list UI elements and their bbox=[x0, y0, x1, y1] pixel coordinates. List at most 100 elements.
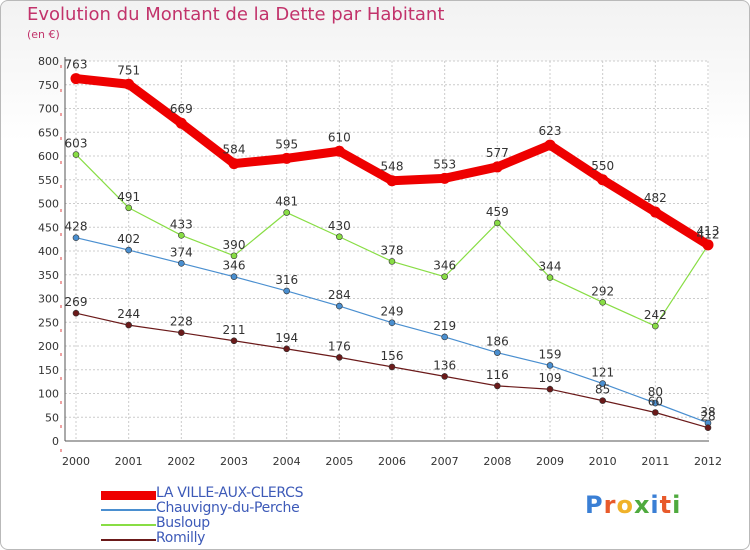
data-label: 433 bbox=[170, 217, 193, 231]
data-label: 374 bbox=[170, 245, 193, 259]
data-label: 412 bbox=[697, 227, 720, 241]
data-label: 751 bbox=[117, 63, 140, 77]
legend-label: Chauvigny-du-Perche bbox=[156, 500, 300, 516]
data-point bbox=[441, 373, 448, 380]
logo-letter: r bbox=[603, 491, 617, 519]
y-tick-label: 200 bbox=[38, 340, 59, 353]
data-label: 186 bbox=[486, 335, 509, 349]
data-point bbox=[281, 152, 293, 164]
data-labels: 4284023743463162842492191861591218038603… bbox=[65, 58, 720, 424]
data-label: 346 bbox=[433, 259, 456, 273]
data-point bbox=[388, 363, 396, 371]
data-point bbox=[702, 239, 714, 251]
y-tick-label: 550 bbox=[38, 174, 59, 187]
data-label: 584 bbox=[223, 143, 246, 157]
data-label: 430 bbox=[328, 219, 351, 233]
data-point bbox=[283, 345, 290, 353]
data-point bbox=[597, 174, 609, 186]
data-point bbox=[125, 246, 132, 254]
data-point bbox=[125, 321, 132, 329]
data-label: 378 bbox=[381, 243, 404, 257]
logo-letter: t bbox=[659, 491, 673, 519]
data-point bbox=[652, 409, 659, 416]
data-label: 269 bbox=[65, 295, 88, 309]
data-label: 481 bbox=[275, 195, 298, 209]
data-label: 159 bbox=[539, 347, 562, 361]
x-tick-label: 2002 bbox=[167, 455, 195, 468]
x-tick-label: 2009 bbox=[536, 455, 564, 468]
y-tick-label: 50 bbox=[45, 411, 59, 424]
data-point bbox=[178, 232, 185, 239]
data-point bbox=[652, 399, 659, 407]
data-label: 344 bbox=[539, 260, 562, 274]
data-label: 491 bbox=[117, 190, 140, 204]
data-label: 38 bbox=[700, 405, 715, 419]
data-label: 459 bbox=[486, 205, 509, 219]
data-point bbox=[283, 209, 290, 216]
data-label: 219 bbox=[433, 319, 456, 333]
proxiti-logo: Proxiti bbox=[585, 491, 681, 519]
x-tick-label: 2001 bbox=[115, 455, 143, 468]
data-label: 228 bbox=[170, 315, 193, 329]
data-label: 610 bbox=[328, 130, 351, 144]
data-point bbox=[336, 233, 343, 241]
y-tick-label: 600 bbox=[38, 150, 59, 163]
data-point bbox=[125, 204, 132, 212]
data-label: 603 bbox=[65, 137, 88, 151]
y-tick-label: 700 bbox=[38, 103, 59, 116]
data-label: 763 bbox=[65, 58, 88, 72]
y-tick-label: 250 bbox=[38, 316, 59, 329]
data-label: 244 bbox=[117, 307, 140, 321]
data-point bbox=[494, 382, 501, 390]
data-point bbox=[283, 287, 290, 295]
x-tick-label: 2004 bbox=[273, 455, 301, 468]
data-label: 669 bbox=[170, 102, 193, 116]
data-label: 242 bbox=[644, 308, 667, 322]
data-point bbox=[70, 73, 82, 85]
logo-letter: o bbox=[616, 491, 634, 519]
x-tick-label: 2010 bbox=[589, 455, 617, 468]
legend-swatch bbox=[101, 509, 156, 511]
data-point bbox=[386, 175, 398, 187]
x-tick-label: 2000 bbox=[62, 455, 90, 468]
x-tick-label: 2006 bbox=[378, 455, 406, 468]
data-label: 413 bbox=[697, 224, 720, 238]
chart-subtitle: (en €) bbox=[27, 28, 60, 41]
logo-letter: P bbox=[585, 491, 604, 519]
logo-letter: i bbox=[650, 491, 660, 519]
chart-title: Evolution du Montant de la Dette par Hab… bbox=[27, 4, 445, 25]
legend-label: LA VILLE-AUX-CLERCS bbox=[156, 485, 304, 501]
legend-item: Chauvigny-du-Perche bbox=[101, 500, 361, 517]
data-point bbox=[441, 273, 448, 280]
x-tick-label: 2003 bbox=[220, 455, 248, 468]
data-label: 121 bbox=[591, 366, 614, 380]
y-tick-label: 350 bbox=[38, 269, 59, 282]
y-tick-label: 650 bbox=[38, 126, 59, 139]
data-point bbox=[178, 329, 185, 337]
data-point bbox=[72, 309, 80, 317]
data-point bbox=[228, 158, 240, 170]
x-tick-label: 2012 bbox=[694, 455, 722, 468]
data-label: 402 bbox=[117, 232, 140, 246]
y-tick-label: 750 bbox=[38, 79, 59, 92]
data-label: 550 bbox=[591, 159, 614, 173]
data-point bbox=[599, 397, 606, 404]
data-point bbox=[546, 362, 554, 369]
data-label: 194 bbox=[275, 331, 298, 345]
x-tick-label: 2008 bbox=[483, 455, 511, 468]
y-tick-label: 800 bbox=[38, 55, 59, 68]
legend-label: Busloup bbox=[156, 515, 210, 531]
data-point bbox=[72, 151, 80, 158]
y-tick-label: 450 bbox=[38, 221, 59, 234]
data-point bbox=[599, 380, 606, 387]
data-label: 390 bbox=[223, 238, 246, 252]
data-label: 548 bbox=[381, 160, 404, 174]
data-label: 316 bbox=[275, 273, 298, 287]
y-tick-label: 300 bbox=[38, 293, 59, 306]
data-label: 136 bbox=[433, 358, 456, 372]
data-label: 346 bbox=[223, 259, 246, 273]
legend-swatch bbox=[101, 524, 156, 526]
data-point bbox=[652, 322, 659, 330]
legend-item: Busloup bbox=[101, 515, 361, 532]
